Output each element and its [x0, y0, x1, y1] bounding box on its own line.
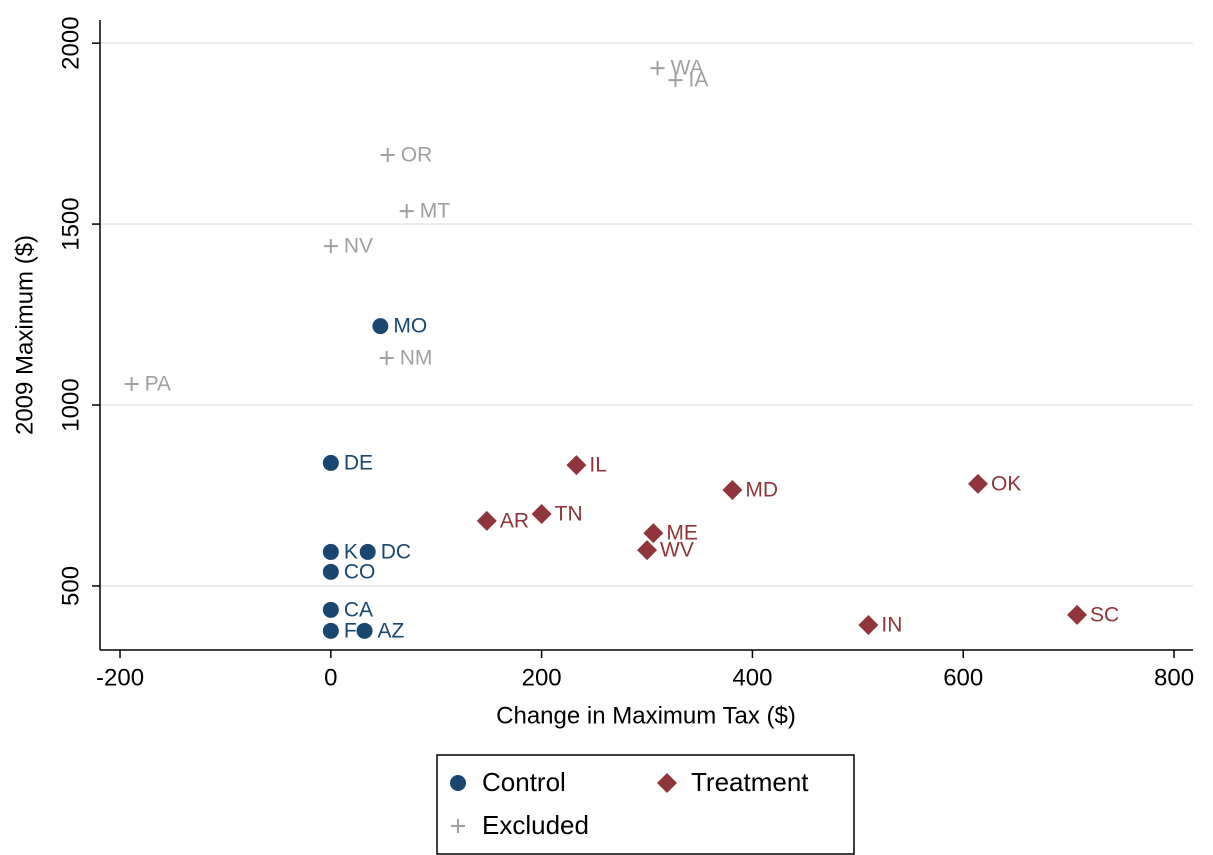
point: [967, 473, 988, 494]
point-label: CA: [344, 598, 373, 621]
legend-label: Control: [482, 767, 566, 797]
point: [379, 350, 394, 365]
point-label: IN: [881, 614, 902, 637]
point: [650, 61, 665, 76]
y-tick-label: 500: [57, 566, 84, 606]
point-label: NV: [344, 235, 373, 258]
point: [858, 615, 879, 636]
legend-marker: [451, 819, 465, 833]
x-tick-label: -200: [96, 664, 144, 691]
point: [531, 503, 552, 524]
point: [566, 455, 587, 476]
point-label: DE: [344, 451, 373, 474]
point-label: DC: [381, 540, 411, 563]
legend-marker: [450, 775, 466, 791]
point-label: SC: [1090, 603, 1119, 626]
point-label: F: [344, 619, 357, 642]
point-label: OK: [991, 472, 1021, 495]
legend-box: [436, 754, 855, 855]
point-label: TN: [555, 502, 583, 525]
point-label: MO: [393, 315, 427, 338]
point-label: IL: [589, 454, 607, 477]
point: [380, 147, 395, 162]
point-label: NM: [400, 347, 433, 370]
point: [323, 239, 338, 254]
x-tick-label: 200: [522, 664, 562, 691]
point-label: K: [344, 540, 358, 563]
point: [668, 73, 683, 88]
point: [322, 454, 339, 471]
legend-label: Excluded: [482, 810, 589, 840]
point: [372, 318, 389, 335]
point-label: CO: [344, 560, 376, 583]
point: [643, 523, 664, 544]
point-label: PA: [145, 373, 171, 396]
y-tick-label: 1000: [57, 378, 84, 431]
point-label: AZ: [378, 619, 405, 642]
point: [722, 480, 743, 501]
point-label: WA: [671, 57, 704, 80]
point: [322, 563, 339, 580]
y-tick-label: 1500: [57, 197, 84, 250]
point-label: ME: [666, 522, 698, 545]
legend-marker: [657, 773, 677, 793]
point: [359, 543, 376, 560]
y-tick-label: 2000: [57, 16, 84, 69]
point-label: MD: [745, 479, 778, 502]
x-axis-label: Change in Maximum Tax ($): [496, 702, 796, 729]
x-tick-label: 800: [1154, 664, 1194, 691]
x-tick-label: 0: [324, 664, 337, 691]
point: [399, 204, 414, 219]
x-tick-label: 400: [732, 664, 772, 691]
legend-label: Treatment: [691, 767, 809, 797]
point: [124, 377, 139, 392]
point-label: MT: [420, 200, 450, 223]
point: [637, 540, 658, 561]
point: [322, 601, 339, 618]
point-label: OR: [401, 144, 433, 167]
point: [476, 510, 497, 531]
point-label: AR: [500, 509, 529, 532]
point: [322, 622, 339, 639]
y-axis-label: 2009 Maximum ($): [11, 235, 38, 435]
point: [1067, 604, 1088, 625]
point: [356, 622, 373, 639]
point-label: IA: [688, 69, 708, 92]
point: [322, 543, 339, 560]
x-tick-label: 600: [943, 664, 983, 691]
point-label: WV: [660, 539, 694, 562]
